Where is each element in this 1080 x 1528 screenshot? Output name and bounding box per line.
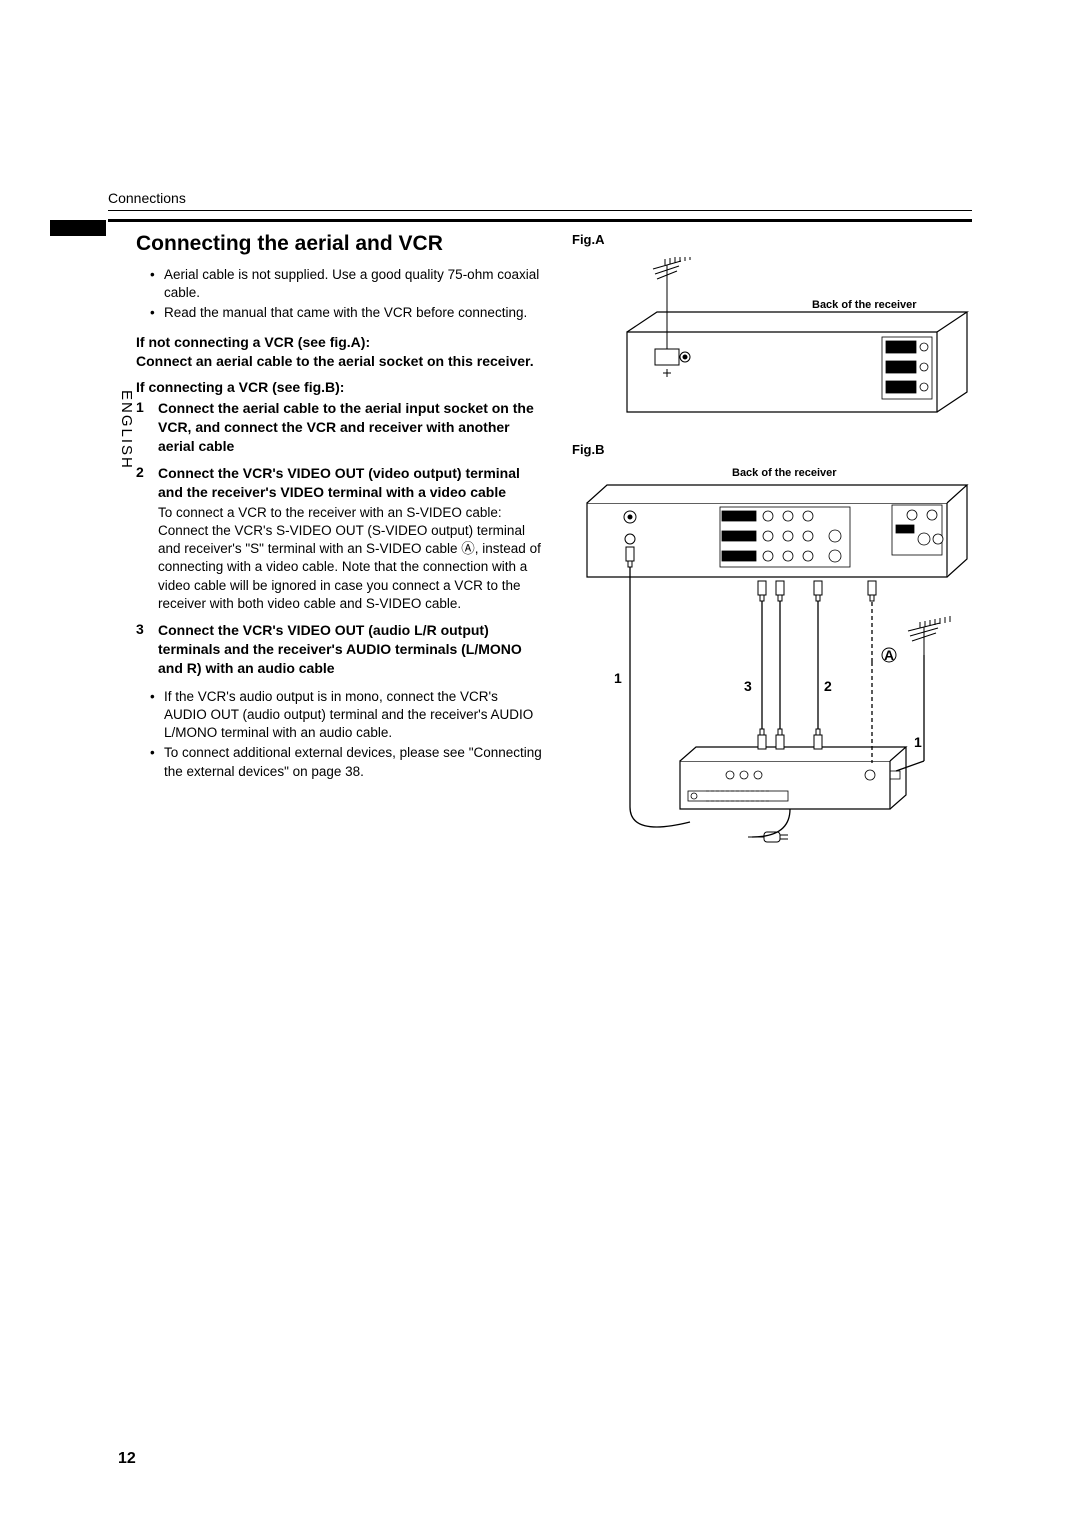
section-rule xyxy=(108,219,972,222)
step-body: Connect the VCR's VIDEO OUT (video outpu… xyxy=(158,464,542,613)
step-body: Connect the aerial cable to the aerial i… xyxy=(158,399,542,456)
intro-bullet: Aerial cable is not supplied. Use a good… xyxy=(150,266,542,302)
note-item: To connect additional external devices, … xyxy=(150,744,542,780)
step-item: 3 Connect the VCR's VIDEO OUT (audio L/R… xyxy=(136,621,542,678)
section-label: Connections xyxy=(108,190,972,211)
figure-b: Back of the receiver xyxy=(572,467,972,847)
intro-bullet: Read the manual that came with the VCR b… xyxy=(150,304,542,322)
fig-b-svg: 1 1 2 3 A xyxy=(572,467,972,847)
language-label: ENGLISH xyxy=(118,390,135,470)
main-heading: Connecting the aerial and VCR xyxy=(136,232,542,256)
intro-bullets: Aerial cable is not supplied. Use a good… xyxy=(150,266,542,323)
no-vcr-heading: If not connecting a VCR (see fig.A): xyxy=(136,334,370,350)
step-item: 2 Connect the VCR's VIDEO OUT (video out… xyxy=(136,464,542,613)
no-vcr-block: If not connecting a VCR (see fig.A): Con… xyxy=(136,333,542,371)
note-item: If the VCR's audio output is in mono, co… xyxy=(150,688,542,743)
step-number: 3 xyxy=(136,621,150,678)
svg-text:2: 2 xyxy=(824,678,832,694)
fig-a-label: Fig.A xyxy=(572,232,972,247)
svg-text:1: 1 xyxy=(914,734,922,750)
svg-text:A: A xyxy=(884,647,894,663)
step-desc: To connect a VCR to the receiver with an… xyxy=(158,504,542,613)
fig-b-label: Fig.B xyxy=(572,442,972,457)
back-label-b: Back of the receiver xyxy=(732,467,837,479)
step-title: Connect the aerial cable to the aerial i… xyxy=(158,399,542,456)
step-item: 1 Connect the aerial cable to the aerial… xyxy=(136,399,542,456)
page-number: 12 xyxy=(118,1450,136,1468)
figure-a: Back of the receiver xyxy=(572,257,972,422)
right-column: Fig.A xyxy=(572,232,972,847)
step-title: Connect the VCR's VIDEO OUT (audio L/R o… xyxy=(158,621,542,678)
notes-list: If the VCR's audio output is in mono, co… xyxy=(150,688,542,781)
no-vcr-text: Connect an aerial cable to the aerial so… xyxy=(136,353,534,369)
steps-list: 1 Connect the aerial cable to the aerial… xyxy=(136,399,542,677)
left-column: Connecting the aerial and VCR Aerial cab… xyxy=(108,232,542,847)
back-label-a: Back of the receiver xyxy=(812,299,917,311)
step-body: Connect the VCR's VIDEO OUT (audio L/R o… xyxy=(158,621,542,678)
step-number: 1 xyxy=(136,399,150,456)
step-title: Connect the VCR's VIDEO OUT (video outpu… xyxy=(158,464,542,502)
section-tab xyxy=(50,220,106,236)
svg-text:3: 3 xyxy=(744,678,752,694)
svg-text:1: 1 xyxy=(614,670,622,686)
fig-a-svg xyxy=(572,257,972,422)
with-vcr-heading: If connecting a VCR (see fig.B): xyxy=(136,378,542,397)
content: Connecting the aerial and VCR Aerial cab… xyxy=(108,232,972,847)
step-number: 2 xyxy=(136,464,150,613)
